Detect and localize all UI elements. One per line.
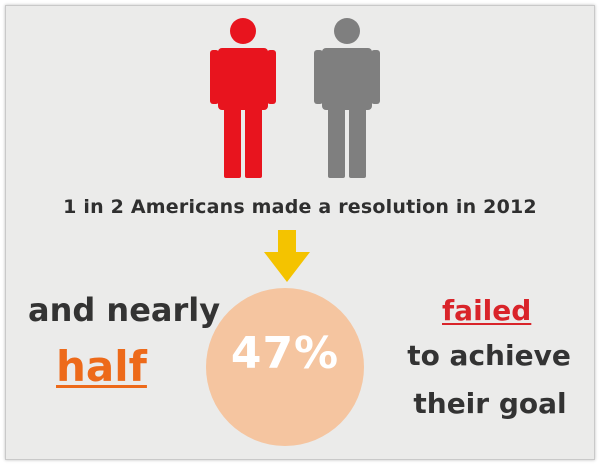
infographic-frame: 1 in 2 Americans made a resolution in 20… <box>5 5 595 460</box>
person-icon-red <box>210 18 276 178</box>
half-text: half <box>56 342 147 391</box>
and-nearly-text: and nearly <box>28 291 221 329</box>
their-goal-text: their goal <box>413 387 567 420</box>
percentage-value: 47% <box>230 328 340 379</box>
to-achieve-text: to achieve <box>407 339 571 372</box>
person-icon-gray <box>314 18 380 178</box>
headline-text: 1 in 2 Americans made a resolution in 20… <box>63 196 537 218</box>
down-arrow-icon <box>264 230 310 282</box>
percentage-circle <box>206 288 364 446</box>
failed-text: failed <box>442 294 532 327</box>
